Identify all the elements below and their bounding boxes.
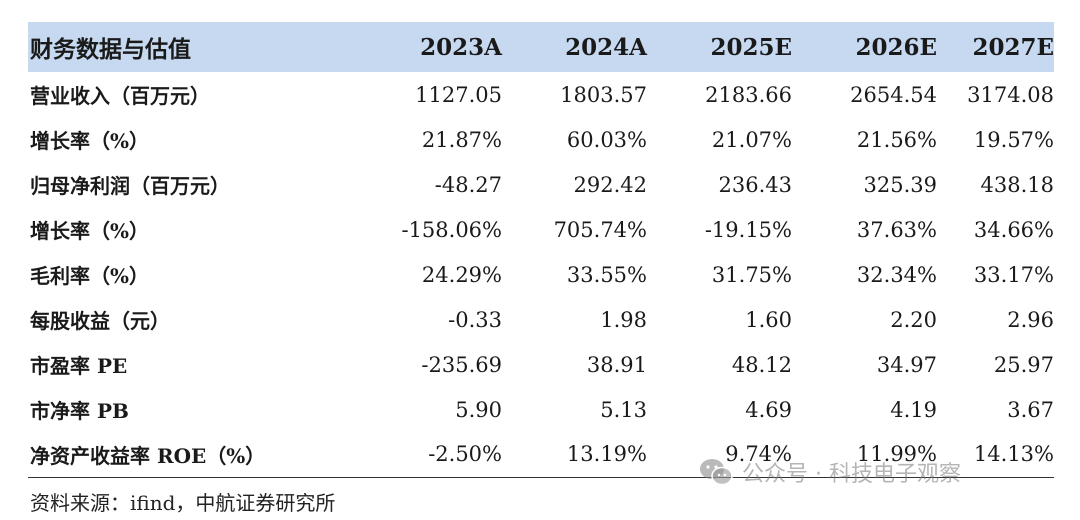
cell-value: -2.50% — [352, 432, 502, 478]
table-row: 营业收入（百万元） 1127.05 1803.57 2183.66 2654.5… — [28, 72, 1054, 117]
cell-value: 5.90 — [455, 397, 502, 422]
cell-value: -235.69 — [421, 352, 502, 377]
table-row: 净资产收益率 ROE（%） -2.50% 13.19% 9.74% 11.99%… — [28, 432, 1054, 478]
cell-value: 3.67 — [1007, 397, 1054, 422]
cell-value: 2.96 — [1007, 307, 1054, 332]
header-year-2025e: 2025E — [710, 33, 792, 61]
table-header-row: 财务数据与估值 2023A 2024A 2025E 2026E 2027E — [28, 22, 1054, 72]
cell-value: 33.55% — [566, 262, 647, 287]
cell-value: 1127.05 — [415, 82, 502, 107]
financial-table-container: 财务数据与估值 2023A 2024A 2025E 2026E 2027E 营业… — [28, 22, 1054, 478]
cell-value: 705.74% — [553, 217, 647, 242]
cell-value: 1.60 — [745, 307, 792, 332]
cell-value: 19.57% — [973, 127, 1054, 152]
cell-value: 5.13 — [600, 397, 647, 422]
cell-value: 292.42 — [573, 172, 647, 197]
cell-value: 1.98 — [600, 307, 647, 332]
cell-value: 236.43 — [718, 172, 792, 197]
cell-value: 33.17% — [973, 262, 1054, 287]
cell-value: 1803.57 — [560, 82, 647, 107]
cell-value: 11.99% — [792, 432, 937, 478]
header-year-2023a: 2023A — [420, 33, 502, 61]
row-label: 市净率 PB — [30, 399, 129, 423]
cell-value: 34.66% — [973, 217, 1054, 242]
cell-value: 60.03% — [566, 127, 647, 152]
table-row: 市净率 PB 5.90 5.13 4.69 4.19 3.67 — [28, 387, 1054, 432]
cell-value: 9.74% — [647, 432, 792, 478]
financial-valuation-table: 财务数据与估值 2023A 2024A 2025E 2026E 2027E 营业… — [28, 22, 1054, 478]
header-title: 财务数据与估值 — [30, 36, 191, 63]
cell-value: 2654.54 — [850, 82, 937, 107]
row-label: 增长率（%） — [30, 219, 150, 243]
table-row: 增长率（%） -158.06% 705.74% -19.15% 37.63% 3… — [28, 207, 1054, 252]
cell-value: 21.07% — [711, 127, 792, 152]
cell-value: 31.75% — [711, 262, 792, 287]
cell-value: -158.06% — [401, 217, 502, 242]
header-year-2024a: 2024A — [565, 33, 647, 61]
cell-value: 21.87% — [421, 127, 502, 152]
table-row: 每股收益（元） -0.33 1.98 1.60 2.20 2.96 — [28, 297, 1054, 342]
cell-value: 4.19 — [890, 397, 937, 422]
row-label: 毛利率（%） — [30, 264, 150, 288]
row-label: 每股收益（元） — [30, 309, 170, 333]
cell-value: 2183.66 — [705, 82, 792, 107]
cell-value: 325.39 — [863, 172, 937, 197]
cell-value: 32.34% — [856, 262, 937, 287]
table-row: 毛利率（%） 24.29% 33.55% 31.75% 32.34% 33.17… — [28, 252, 1054, 297]
cell-value: 14.13% — [937, 432, 1054, 478]
cell-value: 2.20 — [890, 307, 937, 332]
row-label: 增长率（%） — [30, 129, 150, 153]
cell-value: 38.91 — [586, 352, 647, 377]
cell-value: 48.12 — [731, 352, 792, 377]
cell-value: 13.19% — [502, 432, 647, 478]
cell-value: 21.56% — [856, 127, 937, 152]
cell-value: 34.97 — [876, 352, 937, 377]
cell-value: 25.97 — [993, 352, 1054, 377]
header-year-2027e: 2027E — [972, 33, 1054, 61]
header-year-2026e: 2026E — [855, 33, 937, 61]
cell-value: 37.63% — [856, 217, 937, 242]
table-row: 归母净利润（百万元） -48.27 292.42 236.43 325.39 4… — [28, 162, 1054, 207]
table-row: 市盈率 PE -235.69 38.91 48.12 34.97 25.97 — [28, 342, 1054, 387]
cell-value: 3174.08 — [967, 82, 1054, 107]
cell-value: -0.33 — [448, 307, 502, 332]
source-note: 资料来源：ifind，中航证券研究所 — [30, 491, 336, 515]
row-label: 营业收入（百万元） — [30, 84, 210, 108]
table-row: 增长率（%） 21.87% 60.03% 21.07% 21.56% 19.57… — [28, 117, 1054, 162]
row-label: 市盈率 PE — [30, 354, 128, 378]
row-label: 归母净利润（百万元） — [30, 174, 230, 198]
cell-value: 24.29% — [421, 262, 502, 287]
cell-value: -48.27 — [434, 172, 502, 197]
row-label: 净资产收益率 ROE（%） — [28, 432, 352, 478]
cell-value: 438.18 — [980, 172, 1054, 197]
cell-value: -19.15% — [704, 217, 792, 242]
cell-value: 4.69 — [745, 397, 792, 422]
